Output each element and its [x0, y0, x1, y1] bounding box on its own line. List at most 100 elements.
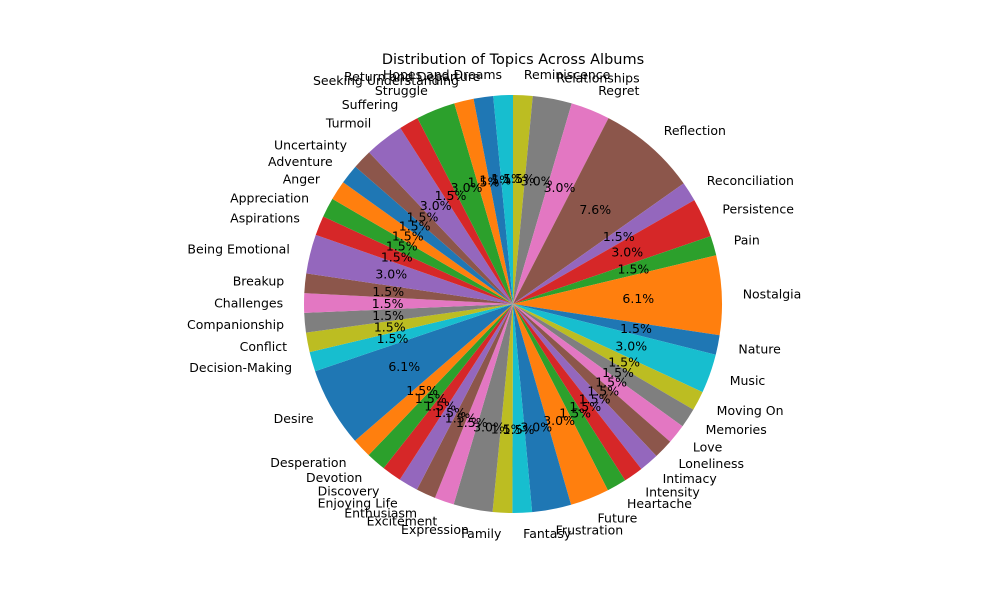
category-label-breakup: Breakup [233, 274, 285, 289]
percent-label-fantasy: 1.5% [503, 422, 535, 437]
pie-slice-challenges [303, 293, 513, 313]
category-label-appreciation: Appreciation [230, 190, 309, 205]
percent-label-decision-making: 1.5% [377, 331, 409, 346]
percent-label-moving-on: 1.5% [608, 355, 640, 370]
pie-slice-reflection [513, 118, 684, 304]
percent-label-challenges: 1.5% [372, 296, 404, 311]
pie-slice-fantasy [512, 304, 533, 514]
category-label-adventure: Adventure [268, 154, 333, 169]
category-label-future: Future [598, 510, 638, 525]
percent-label-return-and-departure: 1.5% [479, 172, 511, 187]
pie-slice-moving-on [513, 304, 703, 410]
chart-title: Distribution of Topics Across Albums [382, 52, 644, 68]
percent-label-devotion: 1.5% [415, 391, 447, 406]
percent-label-nostalgia: 6.1% [622, 291, 654, 306]
category-label-seeking-understanding: Seeking Understanding [313, 73, 459, 88]
pie-slice-memories [513, 304, 694, 427]
category-label-devotion: Devotion [306, 470, 362, 485]
pie-slice-persistence [513, 200, 711, 304]
percent-label-desperation: 1.5% [406, 383, 438, 398]
percent-label-regret: 3.0% [544, 180, 576, 195]
pie-slice-relationships [513, 95, 572, 304]
category-label-desperation: Desperation [270, 455, 346, 470]
category-label-persistence: Persistence [722, 202, 794, 217]
pie-slice-hopes-and-dreams [493, 95, 513, 304]
category-label-loneliness: Loneliness [678, 456, 744, 471]
category-label-nature: Nature [738, 342, 781, 357]
percent-label-pain: 1.5% [618, 261, 650, 276]
category-label-nostalgia: Nostalgia [743, 287, 802, 302]
pie-slice-adventure [343, 166, 513, 304]
pie-slice-loneliness [513, 304, 671, 457]
pie-slice-pain [513, 236, 717, 304]
pie-slice-breakup [304, 273, 513, 304]
percent-label-breakup: 1.5% [372, 284, 404, 299]
percent-label-reminiscence: 1.5% [503, 171, 535, 186]
pie-slice-intensity [513, 304, 642, 481]
pie-slice-excitement [434, 304, 513, 505]
category-label-reconciliation: Reconciliation [707, 173, 794, 188]
percent-label-seeking-understanding: 1.5% [468, 175, 500, 190]
pie-slice-enjoying-life [399, 304, 513, 490]
pie-slice-nature [513, 304, 720, 355]
pie-slice-desire [315, 304, 513, 441]
percent-label-persistence: 3.0% [611, 245, 643, 260]
percent-label-family: 1.5% [491, 422, 523, 437]
category-label-frustration: Frustration [556, 522, 624, 537]
pie-slice-return-and-departure [473, 95, 513, 304]
pie-slice-being-emotional [306, 234, 513, 304]
pie-slice-family [492, 304, 513, 513]
percent-label-loneliness: 1.5% [587, 384, 619, 399]
percent-label-conflict: 1.5% [374, 320, 406, 335]
category-label-music: Music [730, 373, 766, 388]
category-label-discovery: Discovery [318, 484, 380, 499]
category-label-turmoil: Turmoil [325, 116, 371, 131]
percent-label-being-emotional: 3.0% [375, 266, 407, 281]
pie-slice-desperation [354, 304, 513, 456]
category-label-suffering: Suffering [342, 97, 399, 112]
category-label-intensity: Intensity [645, 484, 700, 499]
category-label-family: Family [461, 526, 502, 541]
category-label-reflection: Reflection [664, 123, 726, 138]
pie-slice-expression [453, 304, 513, 512]
category-label-enjoying-life: Enjoying Life [318, 495, 398, 510]
percent-label-companionship: 1.5% [372, 308, 404, 323]
category-label-return-and-departure: Return and Departure [344, 69, 481, 84]
pie-slice-suffering [400, 118, 513, 304]
percent-label-heartache: 1.5% [559, 405, 591, 420]
category-label-reminiscence: Reminiscence [524, 67, 611, 82]
percent-label-aspirations: 1.5% [381, 249, 413, 264]
percent-label-enjoying-life: 1.5% [434, 405, 466, 420]
category-label-aspirations: Aspirations [230, 210, 300, 225]
category-label-companionship: Companionship [187, 317, 284, 332]
pie-slice-appreciation [323, 198, 513, 304]
category-label-fantasy: Fantasy [523, 526, 572, 541]
percent-label-relationships: 3.0% [521, 173, 553, 188]
pie-slice-intimacy [513, 304, 657, 469]
percent-label-desire: 6.1% [388, 359, 420, 374]
pie-slice-seeking-understanding [454, 98, 513, 304]
percent-label-expression: 3.0% [473, 420, 505, 435]
pie-slice-love [513, 304, 683, 442]
category-label-anger: Anger [283, 172, 321, 187]
category-label-pain: Pain [734, 232, 760, 247]
percent-label-music: 3.0% [615, 338, 647, 353]
category-label-decision-making: Decision-Making [189, 360, 292, 375]
percent-label-reflection: 7.6% [579, 202, 611, 217]
pie-slices [303, 95, 722, 514]
category-label-conflict: Conflict [240, 339, 288, 354]
category-label-regret: Regret [598, 83, 639, 98]
percent-label-hopes-and-dreams: 1.5% [491, 171, 523, 186]
percent-label-intensity: 1.5% [569, 399, 601, 414]
percent-label-frustration: 3.0% [520, 420, 552, 435]
pie-slice-uncertainty [355, 152, 513, 304]
pie-slice-devotion [368, 304, 513, 469]
pie-slice-heartache [513, 304, 626, 491]
percent-label-adventure: 1.5% [399, 219, 431, 234]
category-label-love: Love [693, 440, 723, 455]
pie-slice-reminiscence [513, 95, 533, 304]
pie-slice-anger [332, 182, 513, 304]
percent-label-excitement: 1.5% [456, 415, 488, 430]
